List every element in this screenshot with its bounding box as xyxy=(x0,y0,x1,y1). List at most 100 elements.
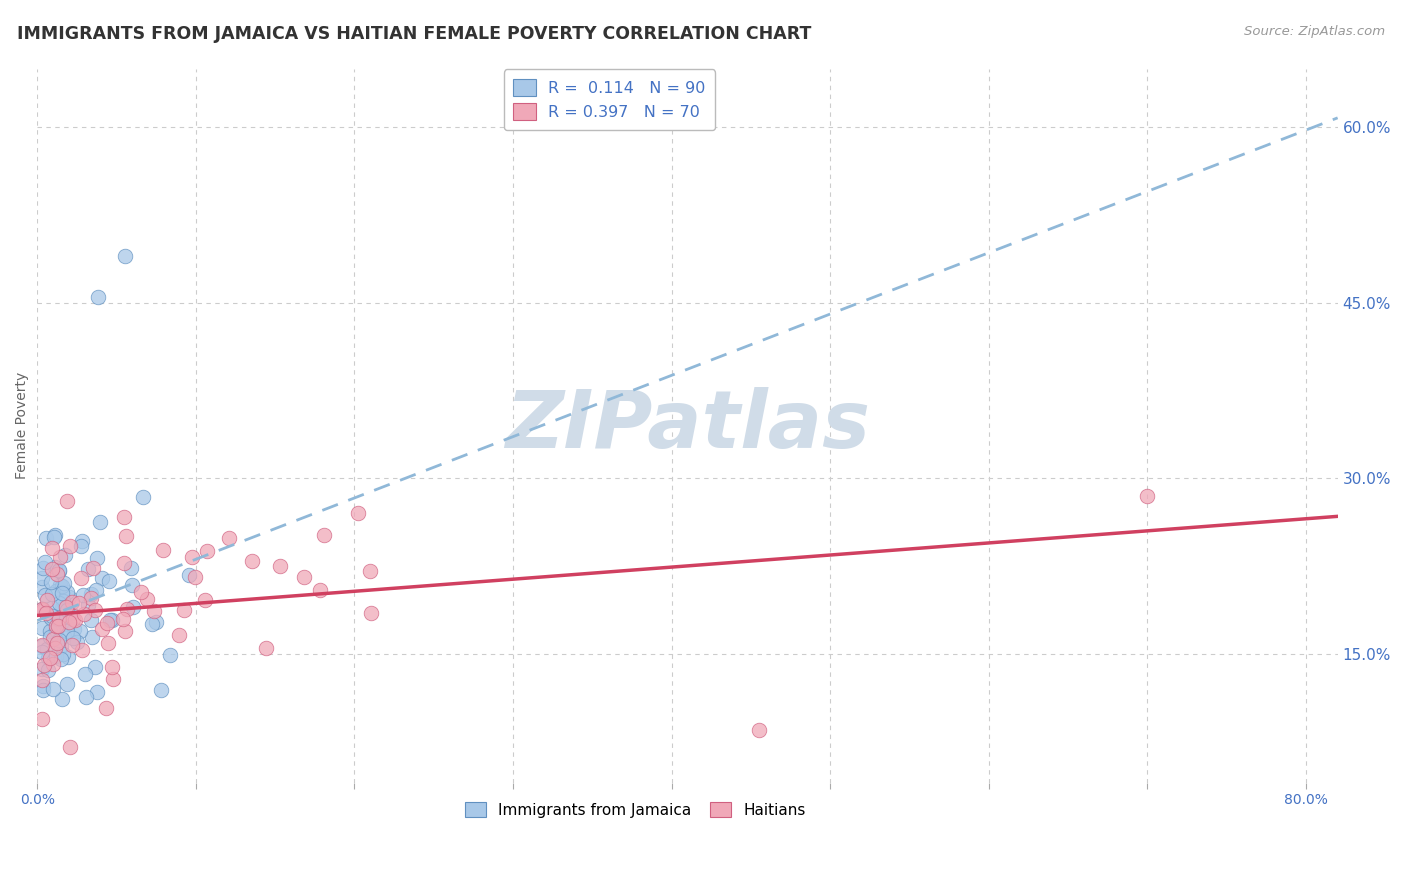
Point xyxy=(51,579,73,593)
Point xyxy=(60,606,83,620)
Point xyxy=(1136,489,1159,503)
Point xyxy=(132,490,155,504)
Point xyxy=(63,613,86,627)
Point xyxy=(73,607,96,621)
Point xyxy=(31,662,53,676)
Point xyxy=(44,528,66,542)
Text: ZIPatlas: ZIPatlas xyxy=(505,387,870,465)
Point xyxy=(53,617,76,632)
Point xyxy=(89,516,111,530)
Point xyxy=(312,528,335,542)
Point xyxy=(31,621,53,635)
Point xyxy=(121,578,143,592)
Point xyxy=(84,603,107,617)
Point xyxy=(112,556,135,570)
Point xyxy=(69,624,91,638)
Point xyxy=(32,683,55,698)
Point xyxy=(53,629,76,643)
Point xyxy=(53,548,76,562)
Point xyxy=(32,560,55,574)
Point xyxy=(48,611,70,625)
Point xyxy=(42,530,65,544)
Point xyxy=(115,529,138,543)
Point xyxy=(180,550,202,565)
Point xyxy=(360,606,382,620)
Point xyxy=(86,583,108,598)
Point xyxy=(35,642,58,657)
Point xyxy=(101,613,124,627)
Point xyxy=(56,603,79,617)
Point xyxy=(48,563,70,577)
Point xyxy=(45,583,67,598)
Point xyxy=(51,639,73,653)
Point xyxy=(94,701,117,715)
Point xyxy=(169,628,191,642)
Point xyxy=(76,598,98,612)
Point xyxy=(73,666,96,681)
Point xyxy=(44,641,66,656)
Point xyxy=(82,630,104,644)
Point xyxy=(141,617,163,632)
Point xyxy=(91,622,114,636)
Point xyxy=(183,570,205,584)
Point xyxy=(60,595,83,609)
Point xyxy=(101,672,124,686)
Point xyxy=(45,636,67,650)
Point xyxy=(49,578,72,592)
Point xyxy=(45,619,67,633)
Point xyxy=(55,677,77,691)
Point xyxy=(37,593,59,607)
Point xyxy=(80,591,103,605)
Point xyxy=(111,612,134,626)
Point xyxy=(45,567,67,582)
Point xyxy=(62,623,84,637)
Point xyxy=(359,565,381,579)
Point xyxy=(45,623,67,637)
Point xyxy=(90,571,112,585)
Legend: Immigrants from Jamaica, Haitians: Immigrants from Jamaica, Haitians xyxy=(457,794,814,825)
Point xyxy=(69,571,91,585)
Point xyxy=(240,554,263,568)
Point xyxy=(45,648,67,663)
Point xyxy=(55,585,77,599)
Point xyxy=(129,585,152,599)
Point xyxy=(41,601,63,615)
Point xyxy=(37,663,59,677)
Point xyxy=(136,591,159,606)
Point xyxy=(77,562,100,576)
Point xyxy=(55,599,77,614)
Point xyxy=(72,533,94,548)
Point xyxy=(31,602,53,616)
Text: IMMIGRANTS FROM JAMAICA VS HAITIAN FEMALE POVERTY CORRELATION CHART: IMMIGRANTS FROM JAMAICA VS HAITIAN FEMAL… xyxy=(17,25,811,43)
Point xyxy=(34,588,56,602)
Point xyxy=(159,648,181,663)
Point xyxy=(42,682,65,697)
Point xyxy=(80,613,103,627)
Point xyxy=(309,582,332,597)
Point xyxy=(86,550,108,565)
Point xyxy=(38,651,60,665)
Point xyxy=(56,494,79,508)
Point xyxy=(52,594,75,608)
Point xyxy=(152,543,174,558)
Point xyxy=(48,633,70,648)
Point xyxy=(143,604,166,618)
Point xyxy=(31,638,53,652)
Point xyxy=(114,249,136,263)
Point xyxy=(51,611,73,625)
Point xyxy=(121,600,143,615)
Point xyxy=(269,558,291,573)
Point xyxy=(59,539,82,553)
Point xyxy=(194,593,217,607)
Point xyxy=(67,596,90,610)
Point xyxy=(35,531,58,545)
Point xyxy=(37,651,59,665)
Point xyxy=(60,638,83,652)
Point xyxy=(177,568,200,582)
Point xyxy=(32,657,55,672)
Point xyxy=(173,603,195,617)
Point xyxy=(42,657,65,672)
Point xyxy=(39,630,62,644)
Point xyxy=(58,590,80,604)
Y-axis label: Female Poverty: Female Poverty xyxy=(15,372,30,479)
